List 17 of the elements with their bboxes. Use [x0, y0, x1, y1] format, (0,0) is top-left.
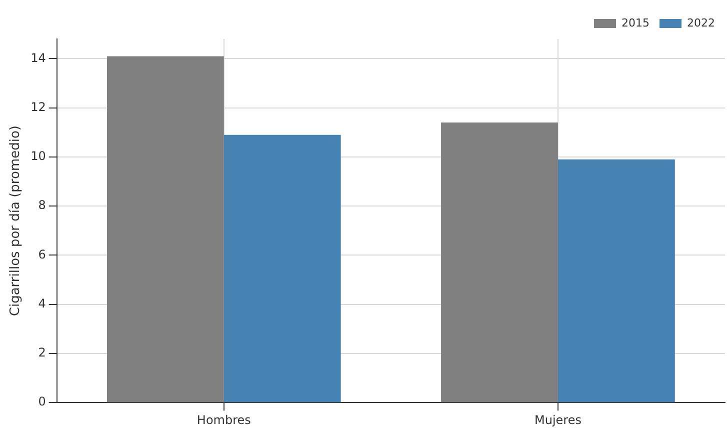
- y-tick-label: 4: [38, 296, 46, 310]
- legend-label: 2022: [687, 16, 716, 30]
- bar: [441, 122, 558, 402]
- bar: [558, 159, 675, 402]
- y-tick-label: 12: [30, 100, 46, 114]
- legend-label: 2015: [622, 16, 650, 30]
- x-tick-label: Mujeres: [534, 412, 582, 427]
- y-axis-title: Cigarrillos por día (promedio): [8, 125, 24, 316]
- y-tick-label: 0: [38, 394, 46, 409]
- y-tick-label: 8: [38, 198, 46, 212]
- y-tick-label: 10: [30, 149, 46, 164]
- x-tick-label: Hombres: [196, 412, 251, 427]
- y-tick-label: 6: [38, 247, 46, 262]
- bar: [224, 134, 341, 402]
- bar: [106, 56, 224, 402]
- y-tick-label: 14: [30, 50, 46, 65]
- y-tick-label: 2: [38, 346, 46, 360]
